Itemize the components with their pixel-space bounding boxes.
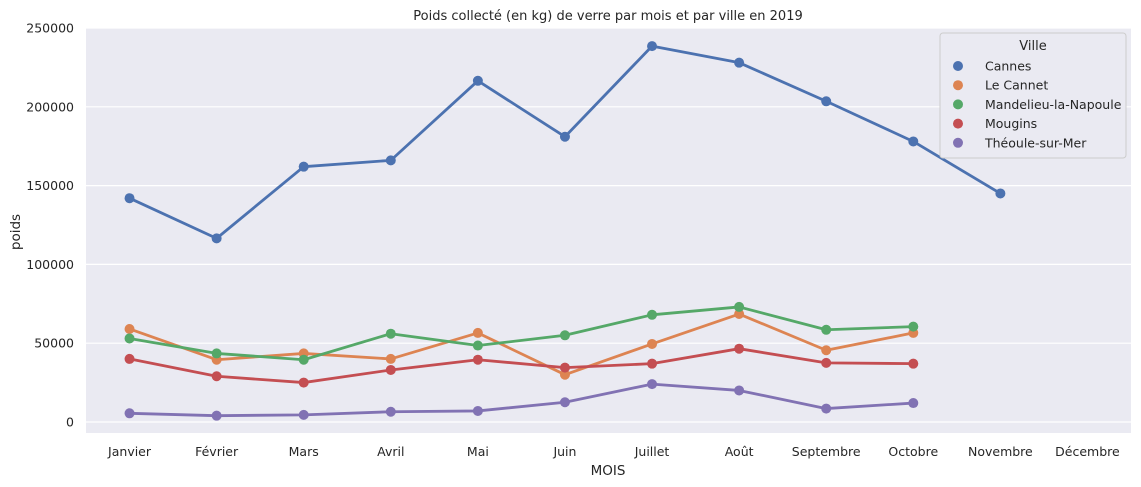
data-point	[995, 188, 1006, 199]
data-point	[734, 309, 745, 320]
data-point	[211, 410, 222, 421]
data-point	[734, 385, 745, 396]
legend-label: Cannes	[985, 59, 1031, 74]
data-point	[472, 405, 483, 416]
y-axis-label: poids	[8, 214, 24, 250]
data-point	[559, 369, 570, 380]
data-point	[821, 324, 832, 335]
legend-marker	[953, 61, 963, 71]
y-tick-label: 200000	[26, 99, 74, 114]
data-point	[559, 362, 570, 373]
data-point	[647, 358, 658, 369]
x-tick-label: Juillet	[634, 444, 670, 459]
data-point	[908, 136, 919, 147]
data-point	[211, 348, 222, 359]
x-axis-label: MOIS	[591, 463, 626, 479]
series-line	[129, 382, 914, 418]
data-point	[559, 397, 570, 408]
data-point	[821, 403, 832, 414]
series-lines	[124, 41, 1006, 421]
series-line	[129, 305, 914, 362]
legend: Ville Cannes Le Cannet Mandelieu-la-Napoul…	[939, 32, 1127, 159]
x-tick-label: Août	[725, 444, 754, 459]
data-point	[211, 371, 222, 382]
data-point	[124, 408, 135, 419]
x-tick-label: Juin	[552, 444, 576, 459]
data-point	[647, 379, 658, 390]
data-point	[124, 353, 135, 364]
x-tick-label: Octobre	[888, 444, 938, 459]
y-tick-label: 0	[66, 414, 74, 429]
data-point	[472, 340, 483, 351]
x-tick-label: Septembre	[792, 444, 861, 459]
gridlines	[86, 27, 1131, 423]
data-point	[559, 131, 570, 142]
data-point	[821, 96, 832, 107]
series-mandelieu-la-napoule	[124, 301, 919, 365]
data-point	[472, 75, 483, 86]
data-point	[472, 327, 483, 338]
y-tick-label: 150000	[26, 178, 74, 193]
y-tick-label: 50000	[34, 336, 74, 351]
x-tick-label: Février	[195, 444, 239, 459]
x-tick-label: Décembre	[1055, 444, 1120, 459]
data-point	[734, 57, 745, 68]
data-point	[298, 377, 309, 388]
x-tick-label: Mai	[467, 444, 489, 459]
series-th-oule-sur-mer	[124, 379, 919, 421]
y-tick-labels: 0 50000 100000 150000 200000 250000	[26, 21, 74, 430]
legend-title: Ville	[1019, 39, 1046, 54]
series-cannes	[124, 41, 1006, 244]
data-point	[124, 333, 135, 344]
data-point	[559, 330, 570, 341]
data-point	[647, 338, 658, 349]
data-point	[647, 41, 658, 52]
legend-label: Mandelieu-la-Napoule	[985, 97, 1122, 112]
x-tick-label: Novembre	[968, 444, 1033, 459]
data-point	[385, 406, 396, 417]
data-point	[385, 364, 396, 375]
x-tick-label: Avril	[377, 444, 404, 459]
series-mougins	[124, 343, 919, 388]
legend-items: Cannes Le Cannet Mandelieu-la-Napoule Mougi…	[953, 59, 1122, 150]
y-tick-label: 100000	[26, 257, 74, 272]
legend-marker	[953, 99, 963, 110]
data-point	[298, 354, 309, 365]
data-point	[908, 358, 919, 369]
x-tick-label: Mars	[289, 444, 319, 459]
data-point	[908, 321, 919, 332]
chart-title: Poids collecté (en kg) de verre par mois…	[413, 9, 802, 24]
legend-marker	[953, 80, 963, 91]
legend-marker	[953, 137, 963, 148]
x-tick-labels: Janvier Février Mars Avril Mai Juin Juillet Aoû…	[107, 444, 1120, 459]
data-point	[734, 301, 745, 312]
y-tick-label: 250000	[26, 21, 74, 36]
data-point	[298, 409, 309, 420]
data-point	[385, 328, 396, 339]
data-point	[211, 233, 222, 244]
data-point	[472, 354, 483, 365]
data-point	[647, 309, 658, 320]
legend-label: Théoule-sur-Mer	[984, 135, 1087, 150]
series-line	[129, 347, 914, 384]
data-point	[385, 155, 396, 166]
legend-label: Le Cannet	[985, 78, 1048, 93]
data-point	[124, 323, 135, 334]
data-point	[124, 193, 135, 204]
data-point	[908, 398, 919, 409]
legend-box	[939, 32, 1127, 159]
x-tick-label: Janvier	[107, 444, 152, 459]
data-point	[821, 357, 832, 368]
legend-label: Mougins	[985, 116, 1037, 131]
data-point	[821, 345, 832, 356]
data-point	[734, 343, 745, 354]
legend-marker	[953, 118, 963, 129]
data-point	[385, 353, 396, 364]
data-point	[298, 161, 309, 172]
